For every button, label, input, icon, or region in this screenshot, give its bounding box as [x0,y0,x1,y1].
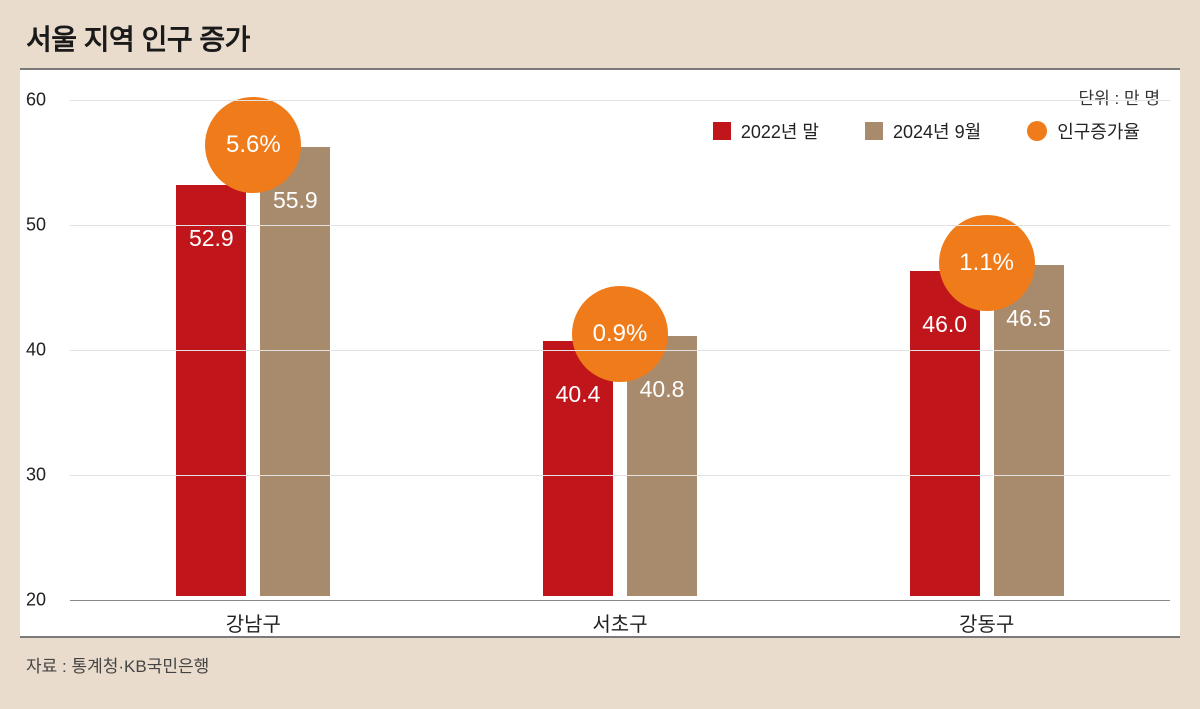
bar-value-b: 55.9 [273,187,318,214]
bar-series-b: 55.9 [260,147,330,596]
bar-value-a: 40.4 [556,381,601,408]
bar-series-a: 46.0 [910,271,980,596]
gridline [70,350,1170,351]
category-label: 강남구 [226,608,281,637]
bar-value-a: 52.9 [189,225,234,252]
y-tick-label: 50 [26,215,46,236]
source-label: 자료 : 통계청·KB국민은행 [20,638,1180,677]
growth-bubble: 5.6% [205,97,301,193]
bar-series-a: 40.4 [543,341,613,596]
gridline [70,100,1170,101]
bar-value-a: 46.0 [922,311,967,338]
gridline [70,475,1170,476]
growth-bubble: 1.1% [939,215,1035,311]
bar-series-a: 52.9 [176,185,246,596]
y-tick-label: 60 [26,90,46,111]
growth-bubble: 0.9% [572,286,668,382]
gridline [70,225,1170,226]
bar-value-b: 46.5 [1006,305,1051,332]
chart-title: 서울 지역 인구 증가 [20,12,1180,68]
chart-plot: 단위 : 만 명 2022년 말 2024년 9월 인구증가율 52.955.9… [20,68,1180,638]
y-tick-label: 20 [26,590,46,611]
chart-area: 52.9 55.95.6% 40.4 40.80.9% 46.0 46.51.1% [70,100,1170,596]
category-label: 강동구 [959,608,1014,637]
y-tick-label: 30 [26,465,46,486]
y-tick-label: 40 [26,340,46,361]
category-label: 서초구 [592,608,647,637]
bar-series-b: 46.5 [994,265,1064,596]
gridline [70,600,1170,601]
bar-value-b: 40.8 [640,376,685,403]
